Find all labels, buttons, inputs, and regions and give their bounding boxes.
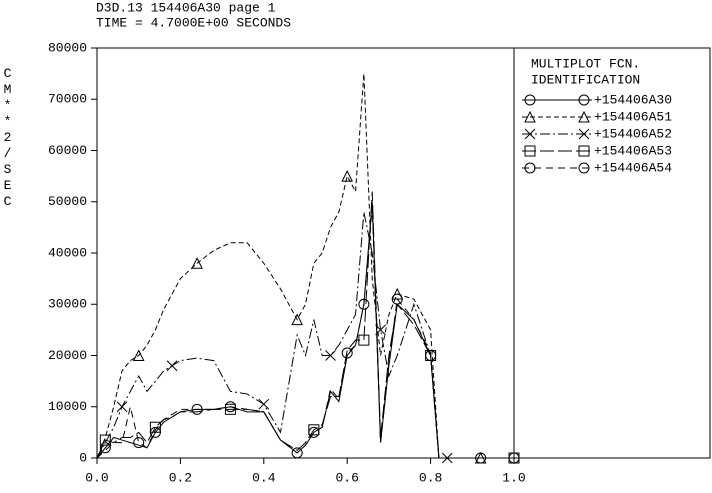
y-tick-label: 0: [79, 450, 87, 465]
marker: [291, 313, 303, 326]
y-tick-label: 70000: [48, 92, 87, 107]
marker: [99, 434, 111, 446]
x-tick-label: 0.2: [169, 470, 192, 485]
legend-marker: [524, 110, 536, 123]
legend-marker: [578, 110, 590, 123]
legend-label: +154406A53: [594, 143, 672, 158]
legend-marker: [578, 94, 590, 106]
marker: [224, 403, 236, 415]
legend-marker: [524, 162, 536, 174]
y-tick-label: 80000: [48, 40, 87, 55]
marker: [191, 403, 203, 415]
marker: [425, 350, 437, 361]
marker: [132, 349, 145, 361]
marker: [391, 293, 403, 305]
chart-title: D3D.13 154406A30 page 1: [96, 0, 276, 15]
marker: [358, 334, 370, 346]
x-tick-label: 1.0: [502, 470, 525, 485]
y-tick-label: 10000: [48, 399, 87, 414]
legend-label: +154406A54: [594, 160, 672, 175]
marker: [441, 452, 453, 464]
x-tick-label: 0.6: [335, 470, 358, 485]
series-line: [96, 73, 514, 459]
marker: [291, 447, 303, 459]
legend-marker: [578, 128, 590, 140]
x-tick-label: 0.8: [419, 470, 442, 485]
y-tick-label: 50000: [48, 194, 87, 209]
marker: [258, 398, 270, 410]
series-line: [96, 211, 514, 459]
legend-label: +154406A52: [594, 126, 672, 141]
legend-label: +154406A30: [594, 92, 672, 107]
marker: [116, 401, 128, 413]
marker: [133, 437, 145, 449]
y-tick-label: 20000: [48, 348, 87, 363]
legend-marker: [578, 162, 590, 174]
x-tick-label: 0.4: [252, 470, 276, 485]
legend-title: MULTIPLOT FCN.: [531, 56, 640, 71]
marker: [191, 257, 203, 269]
legend-marker: [578, 145, 590, 157]
legend-marker: [524, 94, 536, 106]
x-tick-label: 0.0: [85, 470, 108, 485]
legend-marker: [524, 145, 536, 157]
marker: [341, 170, 354, 182]
marker: [508, 452, 520, 464]
marker: [341, 347, 353, 359]
series-line: [96, 206, 514, 459]
y-tick-label: 60000: [48, 143, 87, 158]
marker: [166, 360, 178, 372]
marker: [391, 287, 404, 300]
chart-subtitle: TIME = 4.7000E+00 SECONDS: [96, 15, 291, 30]
marker: [149, 421, 161, 433]
y-tick-label: 40000: [48, 245, 87, 260]
y-tick-label: 30000: [48, 297, 87, 312]
series-line: [96, 201, 514, 459]
marker: [475, 452, 487, 464]
y-axis-label: CM**2/SEC: [0, 66, 15, 210]
legend-title: IDENTIFICATION: [531, 72, 640, 87]
marker: [99, 442, 111, 454]
series-line: [96, 191, 514, 459]
legend-marker: [524, 128, 536, 140]
marker: [325, 350, 336, 361]
legend-label: +154406A51: [594, 109, 672, 124]
